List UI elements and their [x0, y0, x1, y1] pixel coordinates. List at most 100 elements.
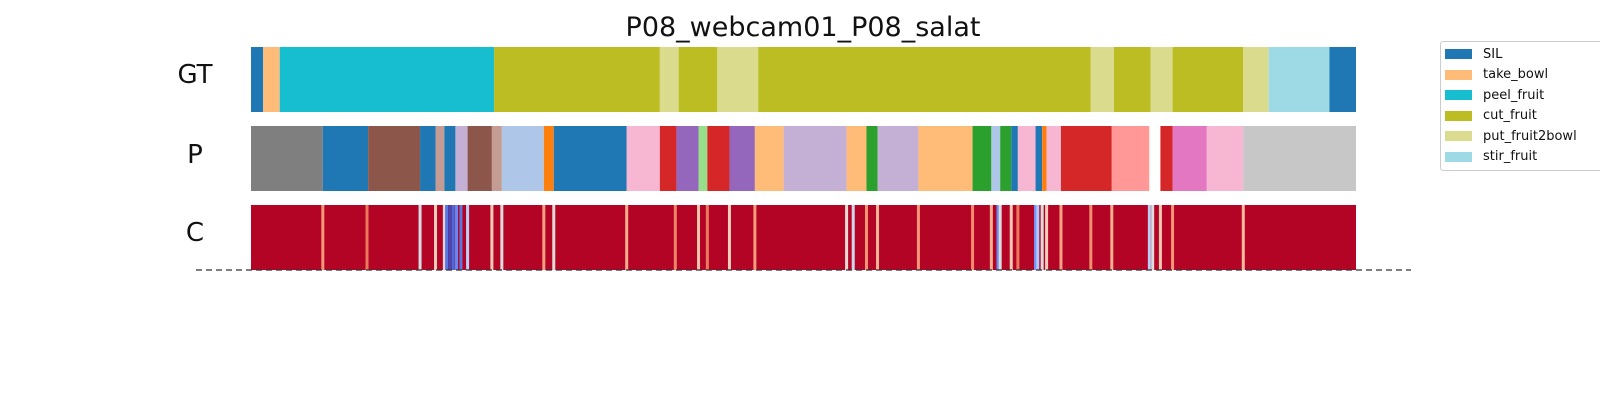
confidence-stripe	[500, 205, 504, 270]
legend-entry: stir_fruit	[1445, 148, 1537, 166]
p-segment	[877, 126, 919, 191]
p-segment	[420, 126, 436, 191]
confidence-stripe	[697, 205, 701, 270]
confidence-stripe	[851, 205, 855, 270]
gt-segment	[1172, 47, 1244, 112]
gt-segment	[263, 47, 280, 112]
confidence-stripe	[971, 205, 975, 270]
confidence-stripe	[1158, 205, 1162, 270]
confidence-stripe	[1151, 205, 1155, 270]
confidence-stripe	[1040, 205, 1044, 270]
confidence-stripe	[448, 205, 452, 270]
confidence-stripe	[1171, 205, 1175, 270]
p-segment	[368, 126, 421, 191]
legend-swatch	[1445, 90, 1472, 100]
p-segment	[783, 126, 847, 191]
confidence-stripe	[1089, 205, 1093, 270]
gt-segment	[494, 47, 660, 112]
legend-entry: cut_fruit	[1445, 107, 1537, 125]
p-segment	[455, 126, 468, 191]
legend-label: SIL	[1483, 46, 1503, 62]
confidence-stripe	[1241, 205, 1245, 270]
p-segment	[754, 126, 784, 191]
p-segment	[1206, 126, 1244, 191]
gt-segment	[1114, 47, 1151, 112]
p-segment	[322, 126, 369, 191]
confidence-stripe	[996, 205, 1000, 270]
p-segment	[1042, 126, 1047, 191]
p-segment	[1172, 126, 1207, 191]
legend-swatch	[1445, 110, 1472, 121]
confidence-stripe	[727, 205, 731, 270]
row-label-gt: GT	[177, 60, 213, 90]
legend-entry: peel_fruit	[1445, 86, 1544, 104]
confidence-stripe	[490, 205, 494, 270]
gt-segment	[279, 47, 495, 112]
p-segment	[846, 126, 867, 191]
p-segment	[1046, 126, 1061, 191]
p-segment	[659, 126, 677, 191]
legend-entry: SIL	[1445, 45, 1502, 63]
confidence-stripe	[753, 205, 757, 270]
p-segment	[1111, 126, 1150, 191]
confidence-stripe	[1009, 205, 1013, 270]
confidence-stripe	[625, 205, 629, 270]
p-segment	[1011, 126, 1018, 191]
p-segment	[729, 126, 755, 191]
legend-label: cut_fruit	[1483, 108, 1537, 123]
legend-label: put_fruit2bowl	[1483, 128, 1577, 144]
legend: SIL take_bowl peel_fruit cut_fruit put_fruit…	[1440, 41, 1600, 171]
gt-segment	[1329, 47, 1356, 112]
confidence-stripe	[845, 205, 849, 270]
p-segment	[543, 126, 554, 191]
confidence-stripe	[705, 205, 709, 270]
p-segment	[501, 126, 544, 191]
confidence-stripe	[365, 205, 369, 270]
p-segment	[1017, 126, 1036, 191]
confidence-stripe	[455, 205, 459, 270]
gt-segment	[1150, 47, 1173, 112]
confidence-stripe	[442, 205, 446, 270]
p-segment	[918, 126, 973, 191]
p-segment	[1060, 126, 1112, 191]
confidence-stripe	[459, 205, 463, 270]
confidence-stripe	[1045, 205, 1049, 270]
confidence-stripe	[1034, 205, 1038, 270]
row-label-p: P	[187, 140, 203, 170]
confidence-stripe	[445, 205, 449, 270]
gt-segment	[678, 47, 718, 112]
legend-swatch	[1445, 49, 1472, 59]
gt-segment	[1090, 47, 1115, 112]
gt-segment	[758, 47, 1091, 112]
p-segment	[866, 126, 878, 191]
p-segment	[251, 126, 323, 191]
confidence-stripe	[542, 205, 546, 270]
confidence-stripe	[1016, 205, 1020, 270]
confidence-stripe	[916, 205, 920, 270]
gt-segment	[1268, 47, 1330, 112]
chart-title: P08_webcam01_P08_salat	[625, 12, 981, 43]
legend-label: peel_fruit	[1483, 87, 1545, 103]
confidence-base	[251, 205, 1356, 270]
p-segment	[1160, 126, 1173, 191]
confidence-stripe	[321, 205, 325, 270]
p-segment	[491, 126, 502, 191]
p-segment	[972, 126, 992, 191]
confidence-stripe	[418, 205, 422, 270]
p-segment	[435, 126, 445, 191]
p-segment	[698, 126, 708, 191]
confidence-stripe	[1147, 205, 1151, 270]
p-segment	[626, 126, 660, 191]
confidence-stripe	[466, 205, 470, 270]
gt-segment	[1243, 47, 1269, 112]
legend-label: stir_fruit	[1483, 149, 1538, 164]
confidence-stripe	[434, 205, 438, 270]
p-segment	[991, 126, 1001, 191]
gt-segment	[717, 47, 759, 112]
legend-swatch	[1445, 131, 1472, 141]
p-segment	[1035, 126, 1043, 191]
confidence-stripe	[864, 205, 868, 270]
gt-segment	[251, 47, 264, 112]
legend-swatch	[1445, 151, 1472, 162]
